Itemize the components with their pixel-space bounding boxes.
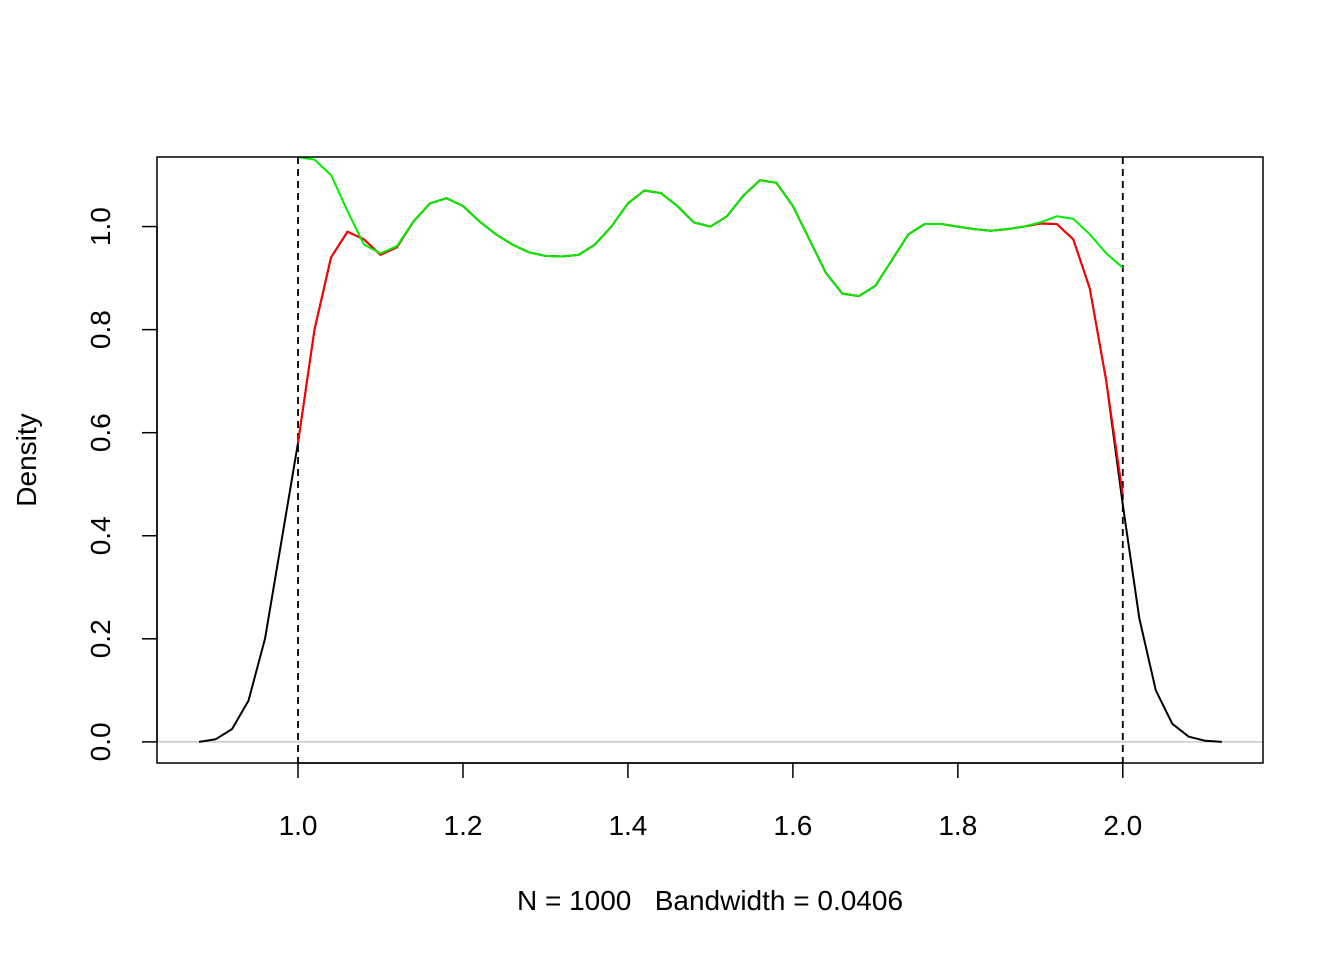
x-axis-label: N = 1000 Bandwidth = 0.0406: [517, 885, 903, 916]
y-tick-label: 0.6: [85, 413, 116, 452]
x-tick-label: 1.2: [444, 810, 483, 841]
y-tick-label: 1.0: [85, 207, 116, 246]
x-tick-label: 1.4: [608, 810, 647, 841]
y-axis-label: Density: [11, 413, 42, 506]
density-curve-3: [297, 156, 1124, 298]
x-tick-label: 1.0: [279, 810, 318, 841]
y-tick-label: 0.8: [85, 310, 116, 349]
plot-content: [157, 156, 1263, 763]
density-curve-1: [198, 179, 1222, 743]
x-tick-label: 1.6: [773, 810, 812, 841]
x-tick-label: 1.8: [938, 810, 977, 841]
x-tick-label: 2.0: [1103, 810, 1142, 841]
y-tick-label: 0.0: [85, 722, 116, 761]
plot-frame: [156, 156, 1264, 764]
x-axis: 1.0 1.2 1.4 1.6 1.8 2.0: [279, 762, 1142, 841]
y-tick-label: 0.4: [85, 516, 116, 555]
y-tick-label: 0.2: [85, 619, 116, 658]
y-axis: 0.0 0.2 0.4 0.6 0.8 1.0: [85, 207, 158, 761]
